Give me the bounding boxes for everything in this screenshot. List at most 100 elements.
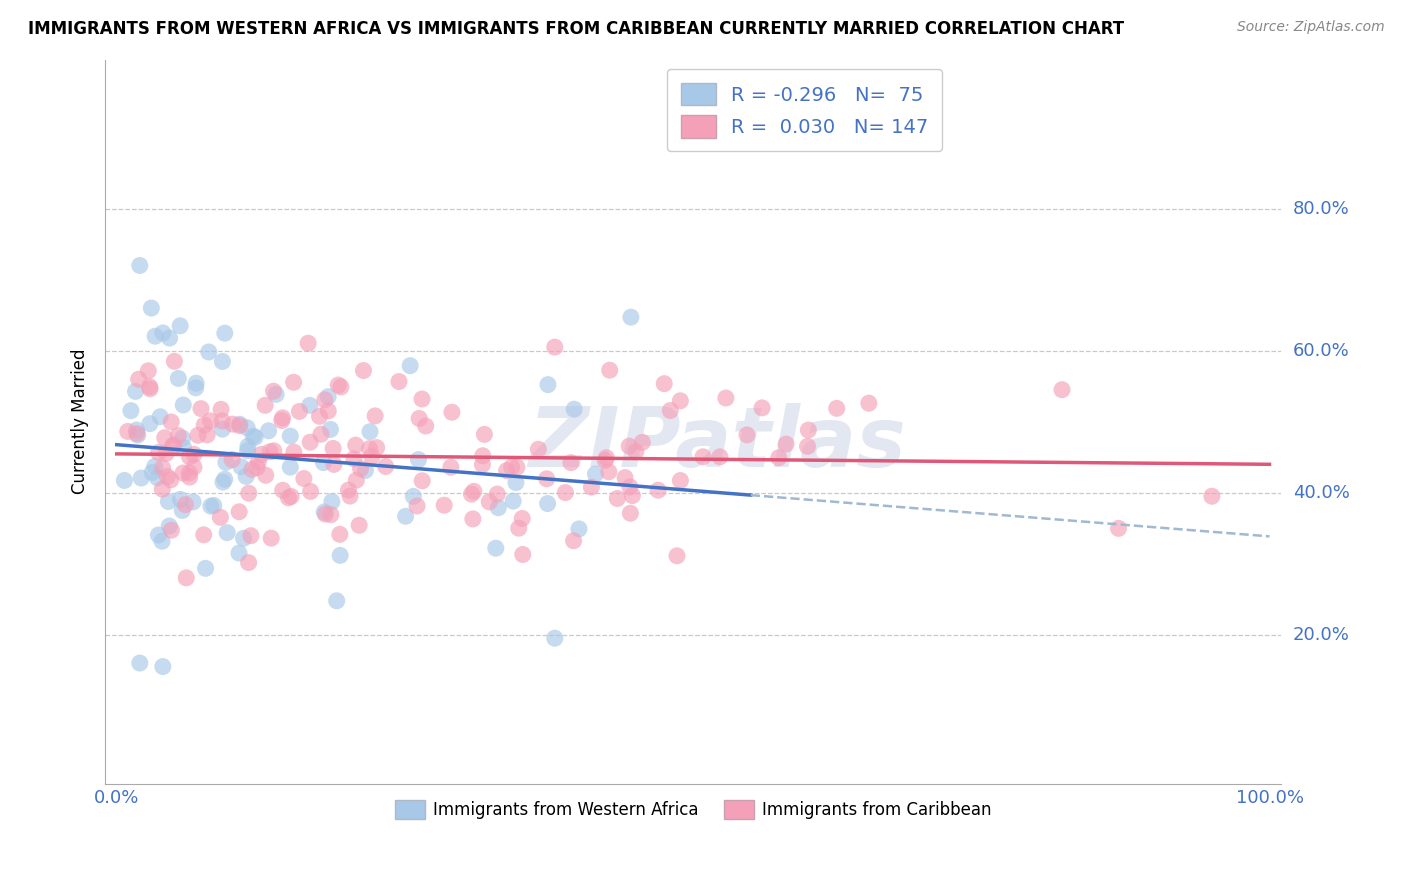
- Point: [359, 442, 381, 456]
- Point: [228, 505, 250, 519]
- Point: [152, 326, 174, 340]
- Point: [202, 499, 225, 513]
- Point: [139, 382, 162, 396]
- Point: [264, 387, 287, 401]
- Point: [174, 498, 197, 512]
- Point: [1050, 383, 1073, 397]
- Point: [544, 340, 567, 354]
- Point: [554, 485, 576, 500]
- Point: [321, 494, 343, 508]
- Point: [402, 489, 425, 503]
- Point: [486, 487, 509, 501]
- Point: [136, 364, 159, 378]
- Point: [183, 460, 205, 475]
- Point: [173, 441, 195, 455]
- Point: [474, 427, 496, 442]
- Point: [157, 519, 180, 533]
- Point: [163, 438, 186, 452]
- Point: [354, 463, 377, 477]
- Point: [562, 533, 585, 548]
- Point: [172, 466, 194, 480]
- Point: [510, 511, 533, 525]
- Point: [150, 534, 173, 549]
- Legend: Immigrants from Western Africa, Immigrants from Caribbean: Immigrants from Western Africa, Immigran…: [388, 794, 998, 826]
- Point: [512, 548, 534, 562]
- Point: [228, 418, 250, 433]
- Point: [283, 376, 305, 390]
- Point: [257, 424, 280, 438]
- Point: [536, 472, 558, 486]
- Point: [117, 425, 139, 439]
- Point: [364, 409, 387, 423]
- Point: [160, 523, 183, 537]
- Point: [505, 475, 527, 490]
- Point: [240, 462, 263, 476]
- Point: [329, 380, 352, 394]
- Point: [395, 509, 418, 524]
- Point: [408, 452, 430, 467]
- Point: [138, 379, 160, 393]
- Point: [768, 450, 790, 465]
- Point: [299, 435, 322, 450]
- Point: [129, 471, 152, 485]
- Point: [128, 656, 150, 670]
- Point: [297, 336, 319, 351]
- Point: [200, 499, 222, 513]
- Point: [179, 470, 201, 484]
- Point: [309, 427, 332, 442]
- Point: [349, 462, 371, 476]
- Point: [669, 474, 692, 488]
- Point: [325, 594, 347, 608]
- Point: [215, 455, 238, 469]
- Point: [169, 492, 191, 507]
- Point: [329, 527, 352, 541]
- Point: [209, 402, 232, 417]
- Point: [619, 480, 641, 494]
- Point: [709, 450, 731, 464]
- Text: 80.0%: 80.0%: [1292, 200, 1350, 218]
- Point: [858, 396, 880, 410]
- Point: [238, 486, 260, 500]
- Point: [485, 541, 508, 556]
- Point: [825, 401, 848, 416]
- Point: [344, 438, 367, 452]
- Point: [172, 503, 194, 517]
- Point: [127, 428, 149, 442]
- Point: [353, 363, 375, 377]
- Point: [155, 446, 177, 460]
- Point: [193, 418, 215, 433]
- Point: [271, 410, 294, 425]
- Point: [263, 443, 285, 458]
- Point: [277, 491, 299, 505]
- Point: [735, 428, 758, 442]
- Point: [337, 483, 360, 497]
- Point: [260, 531, 283, 545]
- Point: [461, 512, 484, 526]
- Point: [537, 377, 560, 392]
- Point: [339, 489, 361, 503]
- Point: [714, 391, 737, 405]
- Point: [143, 329, 166, 343]
- Point: [796, 439, 818, 453]
- Point: [775, 437, 797, 451]
- Point: [229, 417, 252, 432]
- Point: [278, 429, 301, 443]
- Point: [214, 472, 236, 486]
- Point: [408, 411, 430, 425]
- Point: [222, 417, 245, 432]
- Point: [366, 441, 388, 455]
- Point: [181, 495, 204, 509]
- Point: [433, 498, 456, 512]
- Point: [159, 331, 181, 345]
- Point: [179, 466, 201, 480]
- Point: [312, 456, 335, 470]
- Point: [217, 525, 239, 540]
- Text: IMMIGRANTS FROM WESTERN AFRICA VS IMMIGRANTS FROM CARIBBEAN CURRENTLY MARRIED CO: IMMIGRANTS FROM WESTERN AFRICA VS IMMIGR…: [28, 20, 1125, 37]
- Point: [143, 459, 166, 474]
- Point: [328, 378, 350, 392]
- Point: [595, 450, 617, 465]
- Text: 40.0%: 40.0%: [1292, 483, 1350, 501]
- Point: [179, 450, 201, 464]
- Point: [174, 571, 197, 585]
- Point: [399, 359, 422, 373]
